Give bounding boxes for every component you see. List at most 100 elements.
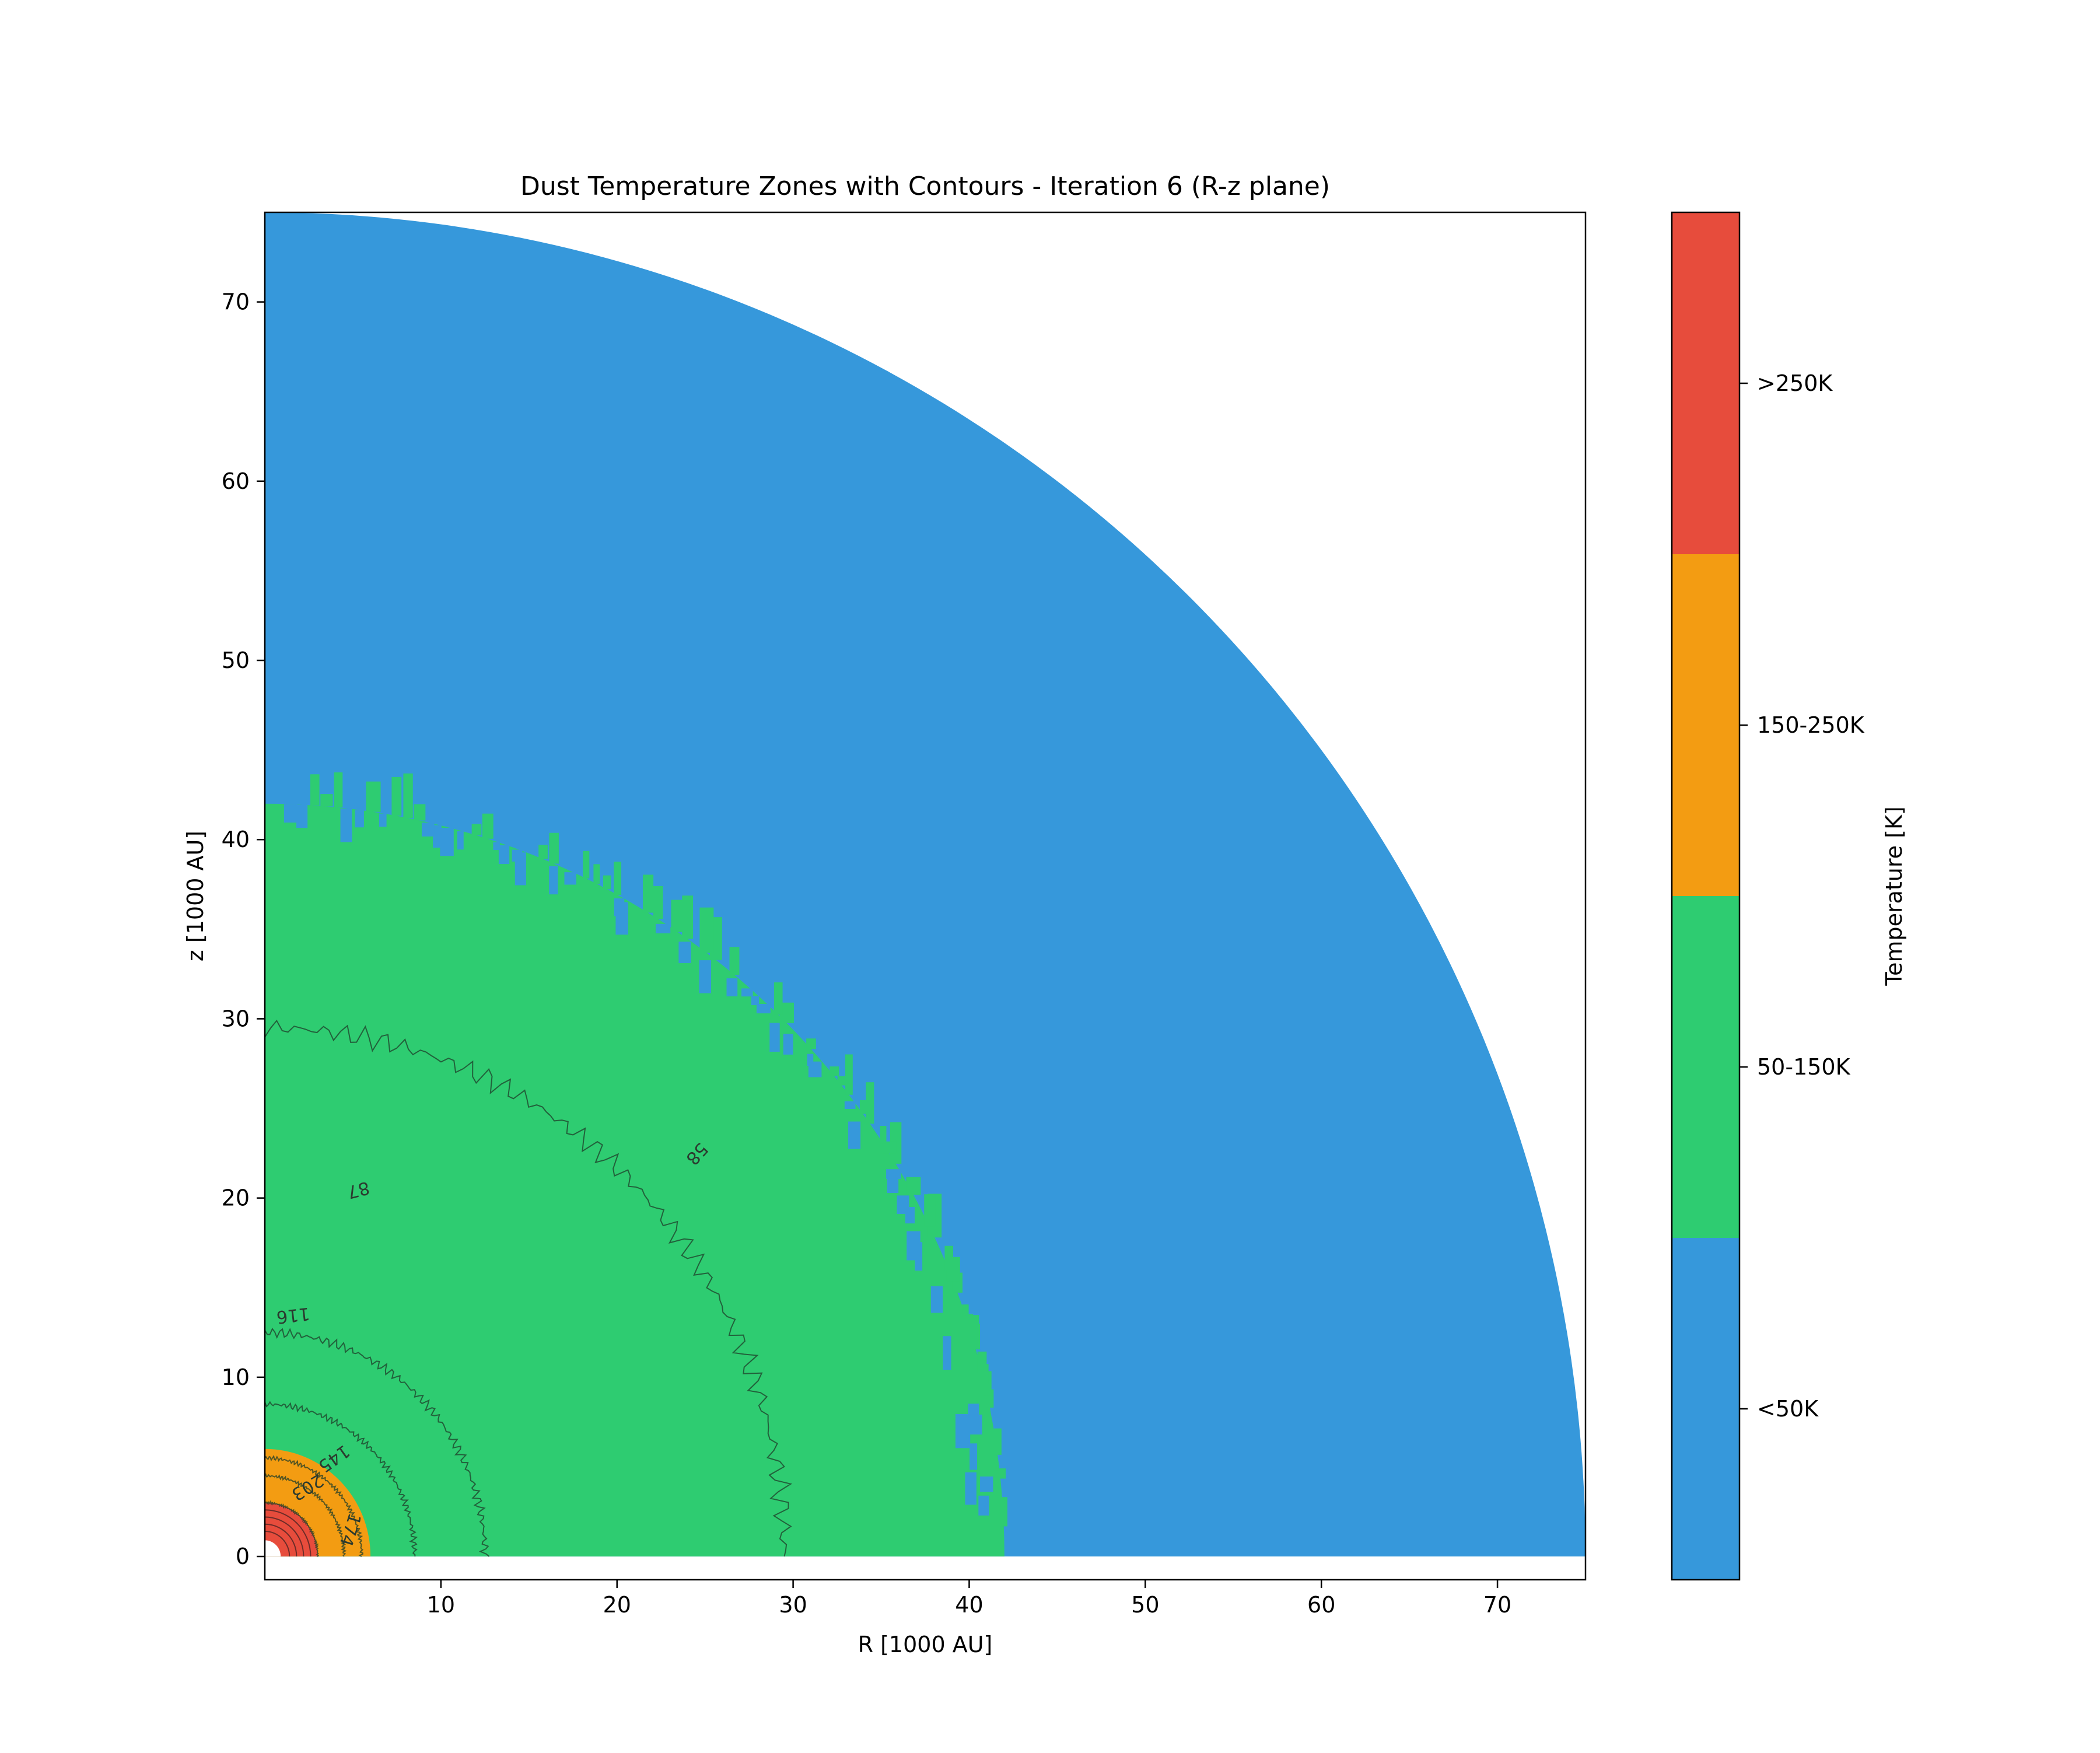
fringe-block [682,895,694,939]
fringe-block [968,1404,979,1423]
fringe-block [433,825,442,848]
x-tick-label: 20 [603,1592,631,1618]
contour-line-203 [265,1500,320,1558]
fringe-block [930,1286,943,1313]
fringe-block [310,774,320,806]
contour-line-116 [265,1401,418,1557]
colorbar: <50K 50-150K 150-250K >250K [1671,211,1865,1581]
fringe-block [970,1443,978,1470]
x-tick-label: 30 [779,1592,807,1618]
y-axis: 0 10 20 30 40 50 60 70 [222,289,265,1569]
fringe-block [837,1076,846,1086]
fringe-block [593,864,600,884]
colorbar-segment [1672,212,1740,554]
zone-gt-250k [265,1502,318,1557]
fringe-block [980,1476,993,1492]
contour-line-145 [265,1454,363,1557]
fringe-block [603,875,611,890]
fringe-block [498,845,510,865]
fringe-block [883,1141,897,1154]
fringe-block [340,808,352,842]
fringe-block [783,1034,793,1055]
fringe-block [962,1304,969,1315]
y-tick-label: 40 [222,827,250,852]
fringe-block [549,866,558,895]
fringe-block [512,849,523,862]
fringe-block [741,988,753,997]
y-tick-label: 10 [222,1364,250,1390]
y-tick-label: 20 [222,1185,250,1211]
fringe-block [391,776,402,816]
fringe-block [886,1169,901,1179]
fringe-block [806,1038,816,1049]
fringe-block [284,804,298,823]
fringe-block [482,813,494,839]
fringe-block [564,872,576,885]
fringe-block [678,942,691,963]
fringe-block [907,1231,921,1261]
fringe-block [457,831,464,850]
fringe-block [880,1126,887,1144]
fringe-block [726,978,738,996]
contour-line-58 [265,1019,793,1557]
fringe-block [334,772,343,808]
fringe-block [699,907,714,953]
fringe-block [614,898,625,916]
fringe-block [421,823,435,837]
contour-label-116: 116 [275,1303,311,1327]
colorbar-tick-label: <50K [1757,1396,1819,1422]
fringe-block [866,1082,874,1124]
fringe-block [978,1495,989,1516]
plot-area [265,212,1586,1558]
fringe-block [699,960,712,993]
fringe-block [414,804,426,821]
contour-line-87 [265,1327,490,1557]
x-tick-label: 70 [1483,1592,1511,1618]
y-tick-label: 0 [236,1544,250,1569]
y-tick-label: 60 [222,468,250,494]
colorbar-segment [1672,554,1740,896]
fringe-block [887,1175,899,1194]
colorbar-segment [1672,896,1740,1238]
fringe-block [965,1314,974,1327]
fringe-block [993,1428,1002,1455]
fringe-block [751,996,760,1006]
fringe-block [296,804,308,828]
fringe-block [924,1194,936,1227]
x-axis: 10 20 30 40 50 60 70 [427,1580,1511,1618]
fringe-block [977,1351,987,1373]
fringe-block [493,842,500,851]
colorbar-tick-label: 50-150K [1757,1054,1851,1080]
fringe-block [943,1336,951,1370]
fringe-block [769,1023,780,1052]
fringe-block [944,1245,953,1271]
fringe-block [583,851,590,879]
fringe-block [440,828,454,856]
contour-line-inner [265,1509,312,1557]
x-tick-label: 60 [1307,1592,1335,1618]
fringe-block [774,982,783,1015]
contour-line-inner [265,1523,298,1557]
fringe-block [845,1054,853,1095]
colorbar-frame [1671,211,1741,1581]
fringe-block [906,1177,921,1195]
contour-lines [265,1019,793,1558]
contour-line-inner [265,1531,290,1557]
y-tick-label: 50 [222,648,250,673]
x-axis-label: R [1000 AU] [858,1632,993,1657]
fringe-block [403,773,413,818]
fringe-block [897,1195,909,1214]
fringe-block [538,845,548,859]
inner-hole [265,1540,281,1557]
plot-frame [264,211,1587,1581]
x-tick-label: 10 [427,1592,455,1618]
y-tick-label: 70 [222,289,250,315]
fringe-block [995,1468,1006,1479]
fringe-block [320,794,333,807]
y-axis-label: z [1000 AU] [183,831,208,961]
fringe-block [549,832,559,864]
fringe-block [965,1472,977,1505]
fringe-block [366,781,381,812]
